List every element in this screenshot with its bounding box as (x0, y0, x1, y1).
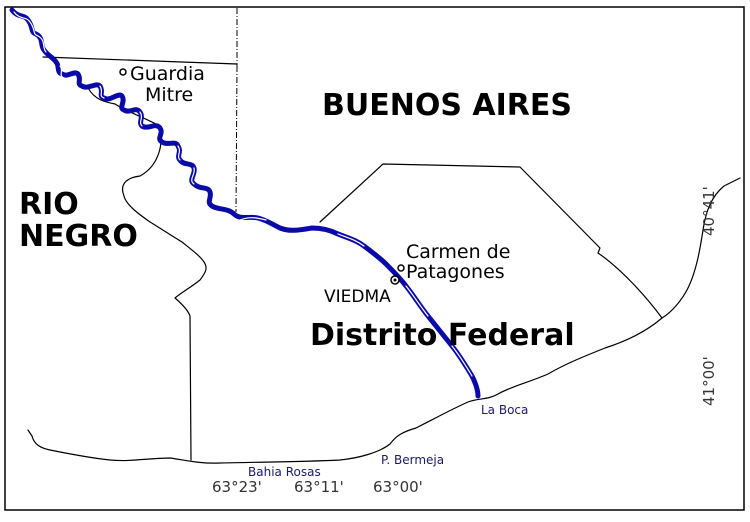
east-coastline (661, 177, 741, 319)
label-guardia-mitre-line1: Guardia (130, 63, 205, 85)
label-viedma: VIEDMA (324, 287, 391, 307)
latitude-tick: 41°00' (700, 356, 718, 406)
guardia-mitre-marker-icon (119, 68, 127, 76)
label-rio-negro-line1: RIO (19, 187, 79, 222)
south-coastline (27, 317, 663, 464)
longitude-tick: 63°00' (373, 478, 423, 496)
rio-negro-district-boundary (87, 87, 207, 461)
label-carmen-line1: Carmen de (406, 241, 510, 263)
label-bahia-rosas: Bahia Rosas (248, 465, 321, 479)
longitude-tick: 63°23' (212, 478, 262, 496)
viedma-capital-marker-dot-icon (393, 278, 397, 282)
label-buenos-aires: BUENOS AIRES (322, 88, 572, 123)
label-distrito-federal: Distrito Federal (310, 318, 575, 353)
latitude-tick: 40°41' (700, 186, 718, 236)
longitude-tick: 63°11' (294, 478, 344, 496)
district-boundary-north (42, 56, 238, 65)
label-rio-negro-line2: NEGRO (19, 219, 138, 254)
label-p-bermeja: P. Bermeja (381, 453, 444, 467)
provincial-boundary-dashdot (235, 8, 238, 213)
label-guardia-mitre-line2: Mitre (145, 84, 193, 106)
carmen-de-patagones-marker-icon (397, 264, 405, 272)
label-la-boca: La Boca (481, 403, 528, 417)
map-frame (4, 6, 745, 511)
label-carmen-line2: Patagones (406, 261, 505, 283)
rio-negro-river-bank (13, 11, 473, 377)
distrito-federal-boundary (319, 163, 663, 319)
